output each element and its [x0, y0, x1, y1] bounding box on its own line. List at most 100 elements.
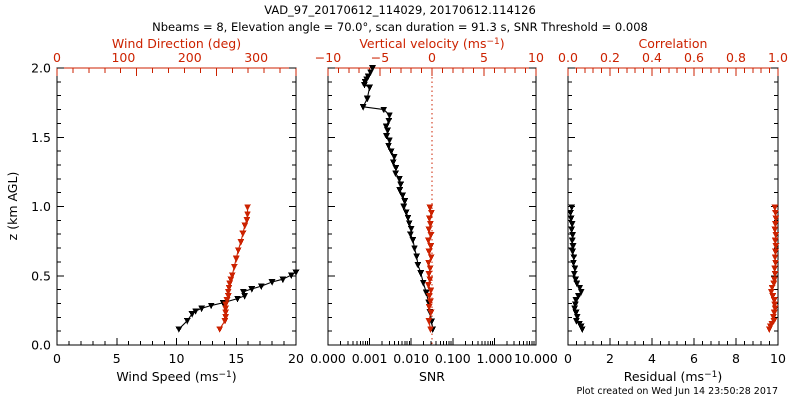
series-residual-marker	[569, 243, 577, 250]
top-x-tick-label: 300	[244, 50, 268, 65]
series-correlation-marker	[771, 254, 779, 261]
top-axis-label: Wind Direction (deg)	[112, 36, 241, 51]
series-snr-marker	[387, 148, 395, 155]
y-tick-label: 1.0	[31, 199, 51, 214]
top-x-tick-label: 0	[53, 50, 61, 65]
series-correlation-marker	[772, 243, 780, 250]
series-wind-direction-marker	[228, 272, 236, 279]
series-wind-speed-marker	[248, 286, 256, 293]
x-tick-label: 1.000	[477, 351, 513, 366]
series-wind-direction-marker	[244, 204, 251, 212]
x-tick-label: 4	[648, 351, 656, 366]
series-correlation-marker	[772, 209, 779, 217]
series-wind-speed-marker	[268, 279, 276, 286]
series-correlation-marker	[771, 237, 779, 245]
series-snr-marker	[380, 106, 388, 114]
series-wind-direction-marker	[237, 239, 245, 246]
series-vertical-velocity-marker	[427, 298, 434, 306]
series-vertical-velocity-marker	[426, 293, 433, 300]
series-vertical-velocity-marker	[427, 309, 435, 317]
top-axis-label: Correlation	[639, 36, 708, 51]
series-residual-marker	[572, 309, 580, 317]
series-residual-marker	[571, 265, 579, 272]
series-snr-marker	[392, 170, 399, 178]
series-snr-marker	[367, 69, 374, 77]
series-snr-marker	[392, 164, 400, 172]
series-residual-marker	[567, 215, 575, 223]
series-residual-marker	[576, 284, 584, 292]
series-residual-marker	[570, 270, 578, 278]
series-snr-marker	[369, 65, 376, 72]
series-residual-marker	[568, 221, 576, 228]
series-wind-speed-marker	[175, 326, 183, 333]
series-snr-marker	[384, 127, 391, 135]
series-wind-speed-marker	[192, 308, 200, 315]
x-axis-label: Residual (ms−1)	[624, 369, 723, 384]
series-correlation-marker	[771, 226, 779, 234]
series-snr-marker	[389, 159, 397, 167]
series-residual-marker	[568, 237, 576, 245]
series-vertical-velocity-marker	[424, 237, 432, 245]
series-vertical-velocity-marker	[427, 243, 435, 250]
x-tick-label: 5	[113, 351, 121, 366]
series-wind-direction-marker	[216, 326, 224, 333]
series-snr-marker	[386, 112, 393, 119]
top-axis-label: Vertical velocity (ms−1)	[359, 36, 504, 51]
series-snr-marker	[363, 95, 371, 103]
x-tick-label: 0.010	[393, 351, 429, 366]
series-vertical-velocity-marker	[428, 209, 435, 217]
top-x-tick-label: 0	[428, 50, 436, 65]
y-axis-label: z (km AGL)	[5, 172, 20, 241]
series-snr-marker	[411, 245, 418, 252]
y-tick-label: 0.5	[31, 268, 51, 283]
series-wind-speed-marker	[188, 311, 196, 318]
series-snr-marker	[399, 192, 406, 200]
series-correlation-marker	[770, 297, 778, 304]
plot-footer: Plot created on Wed Jun 14 23:50:28 2017	[576, 386, 778, 397]
x-tick-label: 20	[288, 351, 304, 366]
series-residual-marker	[571, 301, 579, 308]
series-correlation-marker	[772, 215, 780, 223]
top-x-tick-label: 1.0	[768, 50, 788, 65]
top-x-tick-label: 200	[178, 50, 202, 65]
series-residual-marker	[572, 297, 580, 304]
series-wind-direction-marker	[244, 211, 251, 218]
series-snr-marker	[417, 270, 425, 277]
series-wind-direction-marker	[239, 230, 247, 238]
series-correlation-marker	[771, 301, 779, 308]
series-wind-speed-marker	[183, 317, 191, 325]
series-correlation-marker	[772, 232, 780, 239]
series-correlation-marker	[771, 204, 779, 212]
series-correlation-marker	[772, 248, 779, 256]
series-snr-marker	[397, 181, 405, 189]
series-correlation-marker	[771, 276, 778, 284]
series-vertical-velocity-marker	[426, 276, 434, 284]
series-residual-marker	[573, 280, 581, 288]
series-vertical-velocity-line	[427, 207, 433, 330]
y-tick-label: 1.5	[31, 130, 51, 145]
series-vertical-velocity-marker	[425, 259, 432, 267]
series-wind-speed-marker	[198, 305, 205, 313]
x-tick-label: 0	[564, 351, 572, 366]
series-residual-marker	[575, 293, 582, 300]
figure-title: VAD_97_20170612_114029, 20170612.114126	[264, 3, 536, 17]
series-correlation-marker	[768, 284, 776, 292]
top-x-tick-label: 5	[480, 50, 488, 65]
series-residual-marker	[568, 204, 576, 212]
series-residual-marker	[573, 313, 581, 321]
series-residual-marker	[570, 259, 577, 267]
x-tick-label: 0.000	[310, 351, 346, 366]
series-vertical-velocity-marker	[427, 221, 434, 228]
series-snr-marker	[382, 123, 390, 131]
series-vertical-velocity-marker	[427, 326, 434, 333]
series-residual-marker	[569, 232, 577, 239]
series-residual-marker	[569, 248, 577, 256]
series-snr-marker	[402, 209, 410, 216]
x-tick-label: 2	[606, 351, 614, 366]
series-vertical-velocity-marker	[427, 232, 435, 239]
series-snr-marker	[390, 153, 398, 161]
y-tick-label: 2.0	[31, 61, 51, 76]
